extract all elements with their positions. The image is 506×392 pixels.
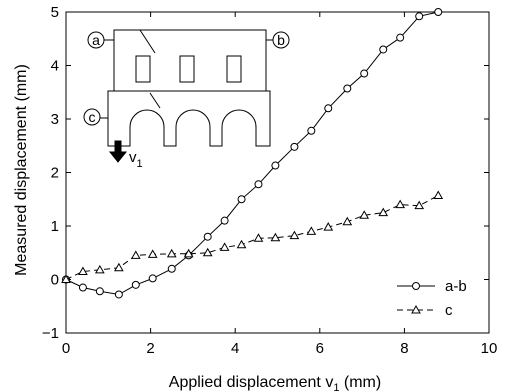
pointer-c	[149, 92, 161, 109]
y-tick-label: 0	[51, 272, 59, 289]
point-a-b	[148, 274, 157, 283]
pointer-a	[139, 29, 156, 54]
series-line-a-b	[65, 11, 439, 296]
point-c	[183, 248, 194, 258]
point-c	[289, 230, 300, 240]
point-a-b	[203, 232, 212, 241]
point-c	[306, 226, 317, 235]
label-b: b	[277, 32, 285, 48]
series-line-c	[65, 195, 439, 280]
legend-marker-c	[411, 304, 421, 314]
point-c	[270, 232, 281, 242]
label-c: c	[89, 109, 96, 125]
point-c	[323, 222, 334, 231]
point-c	[342, 216, 353, 226]
point-c	[94, 264, 105, 274]
x-tick-label: 2	[146, 340, 154, 357]
specimen-schematic: a b c v1	[83, 29, 290, 170]
point-c	[130, 250, 141, 259]
point-c	[114, 262, 124, 272]
lower-block-with-arches	[107, 90, 271, 147]
point-a-b	[237, 195, 246, 204]
x-tick-label: 8	[400, 340, 408, 357]
label-a-circle	[87, 31, 105, 49]
series-layer	[61, 8, 444, 299]
x-axis-label: Applied displacement v1 (mm)	[169, 374, 381, 392]
label-b-circle	[272, 31, 290, 49]
legend-marker-a-b	[412, 282, 420, 290]
y-tick-label: 3	[51, 111, 59, 128]
legend: a-b c	[397, 278, 467, 319]
point-a-b	[324, 104, 333, 113]
y-tick-label: −1	[42, 325, 59, 342]
point-a-b	[95, 287, 104, 296]
point-c	[433, 190, 444, 200]
point-a-b	[396, 33, 405, 42]
point-c	[202, 247, 213, 257]
point-c	[395, 199, 406, 209]
load-arrow-icon	[108, 140, 128, 163]
legend-label-c: c	[445, 302, 453, 319]
slot-3	[226, 55, 242, 83]
legend-label-a-b: a-b	[445, 278, 467, 295]
x-tick-label: 0	[62, 340, 70, 357]
y-tick-label: 1	[51, 218, 59, 235]
slot-2	[179, 55, 195, 83]
point-c	[253, 233, 264, 242]
point-a-b	[307, 126, 316, 135]
point-c	[359, 210, 370, 219]
point-a-b	[271, 161, 280, 170]
point-a-b	[114, 290, 123, 299]
point-c	[414, 200, 425, 210]
point-c	[378, 207, 389, 217]
point-a-b	[131, 280, 140, 289]
x-tick-label: 6	[316, 340, 324, 357]
y-tick-label: 2	[51, 165, 59, 182]
point-c	[236, 239, 247, 249]
point-a-b	[254, 180, 263, 189]
point-c	[219, 242, 230, 251]
point-a-b	[78, 283, 87, 292]
y-tick-label: 4	[51, 58, 59, 75]
x-tick-label: 4	[231, 340, 239, 357]
axes	[65, 11, 490, 334]
point-a-b	[360, 69, 369, 78]
point-c	[61, 274, 71, 283]
x-tick-label: 10	[481, 340, 498, 357]
point-a-b	[290, 142, 299, 151]
point-a-b	[379, 45, 388, 54]
point-a-b	[434, 8, 443, 16]
point-a-b	[415, 12, 424, 21]
point-c	[166, 248, 177, 258]
label-a: a	[92, 32, 100, 48]
slot-1	[135, 55, 151, 83]
y-axis-label: Measured displacement (mm)	[13, 64, 30, 276]
point-c	[147, 249, 158, 258]
point-a-b	[343, 84, 352, 93]
label-c-circle	[83, 108, 101, 126]
point-c	[78, 266, 88, 275]
y-tick-label: 5	[51, 4, 59, 21]
point-a-b	[167, 264, 176, 273]
arrow-label: v1	[129, 149, 143, 170]
point-a-b	[220, 216, 229, 225]
